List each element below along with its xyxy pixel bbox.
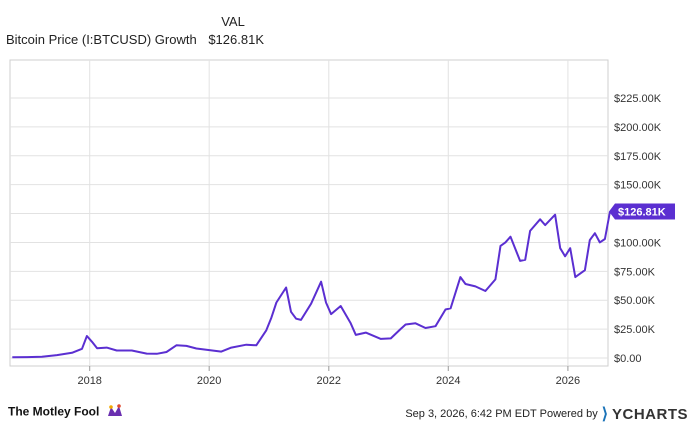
legend-series-name[interactable]: Bitcoin Price (I:BTCUSD) Growth <box>6 32 197 47</box>
brand-logo: The Motley Fool <box>8 404 123 421</box>
x-tick-label: 2020 <box>197 375 221 387</box>
legend-value-column: VAL $126.81K <box>202 14 264 48</box>
plot-area <box>9 59 609 367</box>
ycharts-logo-icon: ⟩ <box>601 406 608 423</box>
y-tick-label: $25.00K <box>614 324 656 336</box>
x-axis-ticks: 2018 2020 2022 2024 2026 <box>77 366 580 387</box>
x-tick-label: 2026 <box>556 375 580 387</box>
timestamp-text: Sep 3, 2026, 6:42 PM EDT Powered by <box>405 408 598 420</box>
y-tick-label: $75.00K <box>614 266 656 278</box>
y-tick-label: $225.00K <box>614 93 662 105</box>
series-line[interactable] <box>12 211 611 359</box>
y-tick-label: $0.00 <box>614 353 642 365</box>
brand-name: The Motley Fool <box>8 404 100 419</box>
y-tick-label: $50.00K <box>614 295 656 307</box>
y-tick-label: $175.00K <box>614 151 662 163</box>
x-tick-label: 2022 <box>317 375 341 387</box>
legend-value-header: VAL <box>221 14 245 29</box>
attribution: Sep 3, 2026, 6:42 PM EDT Powered by ⟩ YC… <box>405 404 688 424</box>
y-axis-ticks: $0.00$25.00K$50.00K$75.00K$100.00K$125.0… <box>614 93 662 365</box>
last-value-tag-label: $126.81K <box>618 206 666 218</box>
y-tick-label: $100.00K <box>614 237 662 249</box>
x-tick-label: 2024 <box>436 375 460 387</box>
legend-series-value: $126.81K <box>208 32 264 47</box>
y-tick-label: $200.00K <box>614 122 662 134</box>
gridlines <box>10 60 608 366</box>
last-value-tag: $126.81K <box>609 203 675 220</box>
x-tick-label: 2018 <box>77 375 101 387</box>
jester-hat-icon <box>107 404 123 421</box>
legend-name-column: Bitcoin Price (I:BTCUSD) Growth <box>6 14 197 48</box>
y-tick-label: $150.00K <box>614 180 662 192</box>
last-value-tag-shape <box>609 203 675 220</box>
ycharts-wordmark[interactable]: YCHARTS <box>611 405 688 423</box>
